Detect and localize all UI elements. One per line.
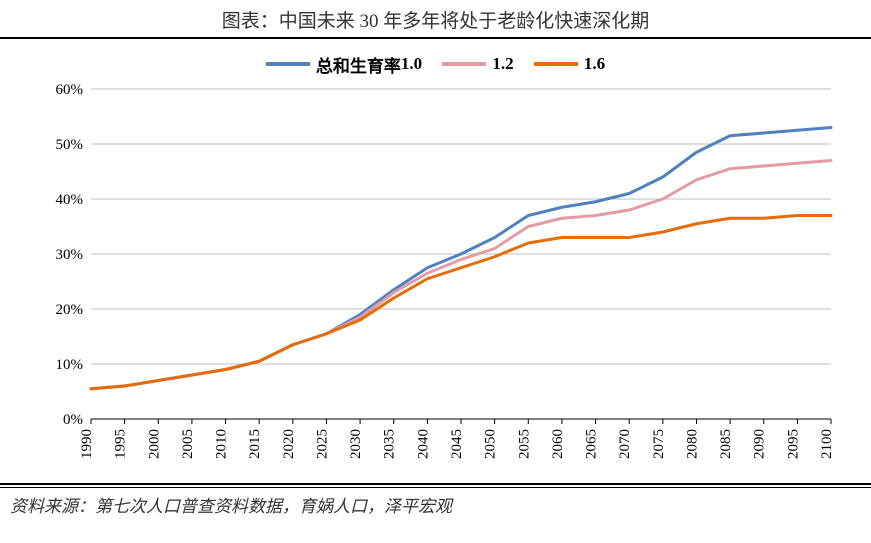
- legend-item-2: 1.2: [442, 54, 513, 74]
- svg-text:1990: 1990: [79, 429, 95, 459]
- svg-text:30%: 30%: [55, 247, 83, 263]
- svg-text:2050: 2050: [482, 429, 498, 459]
- svg-text:2025: 2025: [314, 429, 330, 459]
- legend-swatch-3: [534, 62, 578, 66]
- legend-swatch-1: [266, 62, 310, 66]
- legend-item-1: 总和生育率1.0: [266, 52, 422, 77]
- svg-text:50%: 50%: [55, 137, 83, 153]
- svg-text:2055: 2055: [516, 428, 532, 458]
- svg-text:2100: 2100: [819, 429, 835, 459]
- legend-prefix: 总和生育率: [316, 52, 401, 77]
- svg-text:40%: 40%: [55, 192, 83, 208]
- svg-text:2015: 2015: [247, 429, 263, 459]
- svg-text:2060: 2060: [549, 429, 565, 459]
- chart-area: 0% 10% 20% 30% 40% 50% 60% 1990 1995 2000 2005 2010…: [26, 79, 846, 479]
- legend: 总和生育率1.0 1.2 1.6: [0, 39, 871, 79]
- figure-container: 图表：中国未来 30 年多年将处于老龄化快速深化期 总和生育率1.0 1.2 1…: [0, 0, 871, 543]
- svg-text:60%: 60%: [55, 82, 83, 98]
- title-row: 图表：中国未来 30 年多年将处于老龄化快速深化期: [0, 0, 871, 39]
- svg-text:2040: 2040: [415, 429, 431, 459]
- svg-text:1995: 1995: [112, 429, 128, 459]
- svg-text:2065: 2065: [583, 429, 599, 459]
- svg-text:2080: 2080: [684, 429, 700, 459]
- svg-text:2090: 2090: [751, 429, 767, 459]
- legend-label-1: 1.0: [401, 54, 422, 74]
- svg-text:2075: 2075: [650, 429, 666, 459]
- svg-text:2095: 2095: [785, 429, 801, 459]
- chart-title: 图表：中国未来 30 年多年将处于老龄化快速深化期: [222, 11, 650, 32]
- legend-item-3: 1.6: [534, 54, 605, 74]
- svg-text:2045: 2045: [449, 429, 465, 459]
- svg-text:2085: 2085: [718, 429, 734, 459]
- svg-text:2030: 2030: [348, 429, 364, 459]
- legend-label-3: 1.6: [584, 54, 605, 74]
- svg-text:2035: 2035: [381, 429, 397, 459]
- legend-swatch-2: [442, 62, 486, 66]
- svg-text:2070: 2070: [617, 429, 633, 459]
- svg-text:10%: 10%: [55, 357, 83, 373]
- legend-label-2: 1.2: [492, 54, 513, 74]
- svg-text:2000: 2000: [146, 429, 162, 459]
- svg-text:2020: 2020: [280, 429, 296, 459]
- chart-svg: 0% 10% 20% 30% 40% 50% 60% 1990 1995 2000 2005 2010…: [26, 79, 846, 479]
- svg-text:0%: 0%: [63, 412, 83, 428]
- svg-text:2010: 2010: [213, 429, 229, 459]
- source-text: 资料来源：第七次人口普查资料数据，育娲人口，泽平宏观: [0, 488, 871, 517]
- svg-text:20%: 20%: [55, 302, 83, 318]
- svg-text:2005: 2005: [179, 429, 195, 459]
